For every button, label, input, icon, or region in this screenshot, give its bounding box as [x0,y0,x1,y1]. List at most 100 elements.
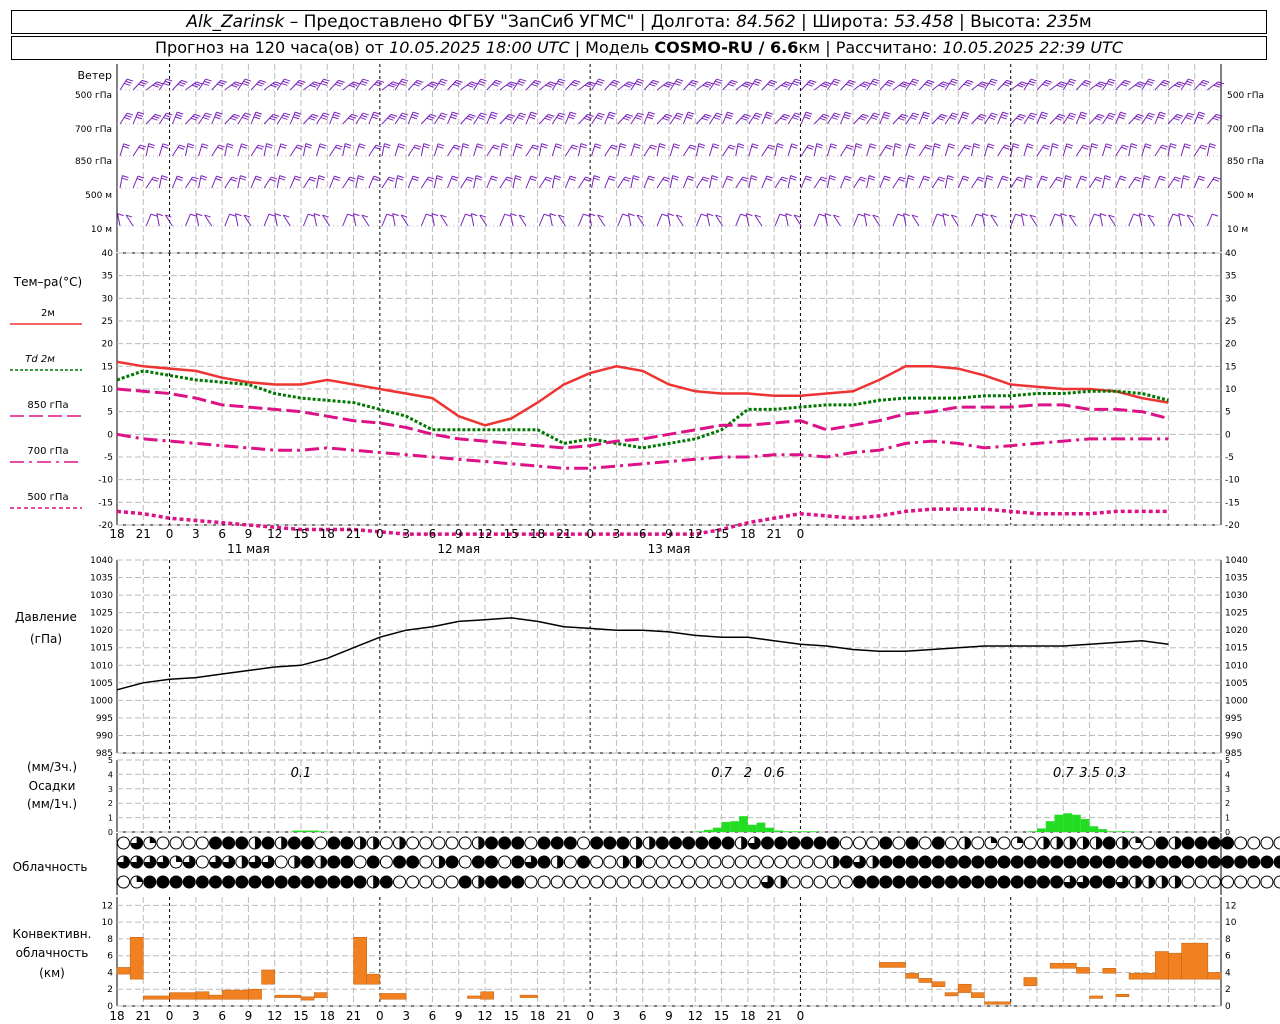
cloud-cover-circle-icon [379,836,393,850]
wind-barb-staff [394,143,400,157]
temp-tick-right: 0 [1225,430,1231,440]
wind-barb-icon [1115,144,1129,157]
wind-barb-feather [595,116,602,120]
cloud-cover-circle-icon [774,875,788,889]
wind-barb-feather [384,143,391,147]
wind-barb-staff [754,214,763,227]
cloud-circle-fill [222,876,235,888]
wind-barb-feather [870,82,878,86]
cloud-cover-circle-icon [1181,836,1195,850]
wind-barb-staff [486,144,495,157]
wind-barb-icon [431,213,439,227]
wind-barb-icon [787,78,802,91]
wind-barb-feather [1030,78,1038,82]
wind-barb-feather [265,145,273,149]
wind-barb-feather [256,146,263,150]
wind-barb-feather [742,115,750,119]
wind-barb-icon [185,143,195,157]
cloud-cover-circle-icon [563,855,577,869]
wind-barb-feather [790,145,798,149]
wind-barb-icon [117,213,124,227]
wind-barb-icon [826,78,841,91]
wind-barb-staff [774,176,783,189]
pressure-tick-left: 1030 [90,591,113,601]
convective-bar [366,973,381,985]
wind-barb-feather [313,81,321,85]
wind-barb-icon [997,79,1013,91]
wind-barb-staff [997,144,1006,157]
pressure-tick-left: 995 [96,714,113,724]
wind-barb-feather [706,213,714,217]
pressure-tick-right: 985 [1225,749,1242,759]
wind-barb-icon [675,214,684,227]
wind-barb-staff [211,175,217,189]
wind-barb-feather [426,178,434,182]
wind-barb-feather [1120,83,1128,87]
wind-barb-staff [198,175,202,189]
cloud-cover-circle-icon [734,855,748,869]
wind-barb-feather [1096,115,1103,119]
wind-barb-icon [735,176,749,189]
wind-barb-staff [158,175,163,189]
time-axis-hour-label: 3 [192,527,200,541]
wind-barb-icon [499,176,514,189]
cloud-circle-fill [327,837,340,849]
wind-barb-feather [830,143,838,147]
wind-barb-staff [224,143,228,157]
cloud-circle-fill [1221,856,1234,868]
cloud-cover-circle-icon [787,836,801,850]
wind-barb-icon [164,214,173,227]
wind-barb-icon [234,213,242,227]
wind-barb-feather [1055,178,1062,182]
cloud-circle-outline [419,836,433,850]
wind-barb-icon [551,175,561,189]
wind-barb-feather [1184,143,1191,147]
cloud-cover-circle-icon [485,855,498,869]
wind-barb-staff [761,111,768,125]
wind-barb-feather [942,81,950,85]
wind-barb-feather [400,114,407,118]
wind-barb-icon [656,176,671,189]
cloud-circle-outline [379,836,393,850]
wind-barb-icon [958,79,974,91]
wind-barb-feather [515,175,522,179]
wind-barb-staff [643,144,652,157]
wind-barb-feather [506,115,514,119]
wind-barb-staff [800,144,809,157]
wind-barb-icon [1108,214,1117,227]
cloud-circle-sector [1076,876,1089,888]
convective-bar [221,989,249,1000]
wind-barb-staff [997,111,1003,125]
wind-barb-icon [185,176,199,189]
cloud-circle-outline [458,836,472,850]
wind-barb-feather [1212,117,1219,121]
wind-barb-icon [1141,78,1155,91]
wind-barb-feather [755,78,762,82]
cloud-cover-circle-icon [537,836,551,850]
precip-bar [747,824,757,832]
wind-barb-icon [1036,79,1053,91]
cloud-circle-fill [774,837,787,849]
wind-barb-staff [617,143,621,157]
cloud-cover-circle-icon [695,855,709,869]
wind-barb-feather [781,176,789,180]
wind-barb-staff [329,144,338,157]
wind-barb-feather [803,116,811,120]
time-axis-hour-label: 6 [218,1009,226,1023]
wind-barb-icon [722,79,738,91]
wind-barb-feather [1173,178,1180,182]
wind-barb-icon [1193,111,1206,125]
wind-barb-feather [437,145,444,149]
cloud-cover-circle-icon [1129,836,1142,850]
wind-barb-icon [604,144,618,157]
wind-barb-feather [1135,115,1143,119]
cloud-circle-outline [577,875,590,889]
wind-barb-icon [971,113,987,125]
wind-barb-feather [294,111,302,115]
wind-barb-icon [722,144,736,157]
wind-barb-feather [1025,177,1033,181]
wind-barb-feather [652,79,660,83]
wind-barb-icon [1206,176,1221,189]
wind-barb-feather [518,80,525,84]
wind-barb-staff [826,143,832,157]
